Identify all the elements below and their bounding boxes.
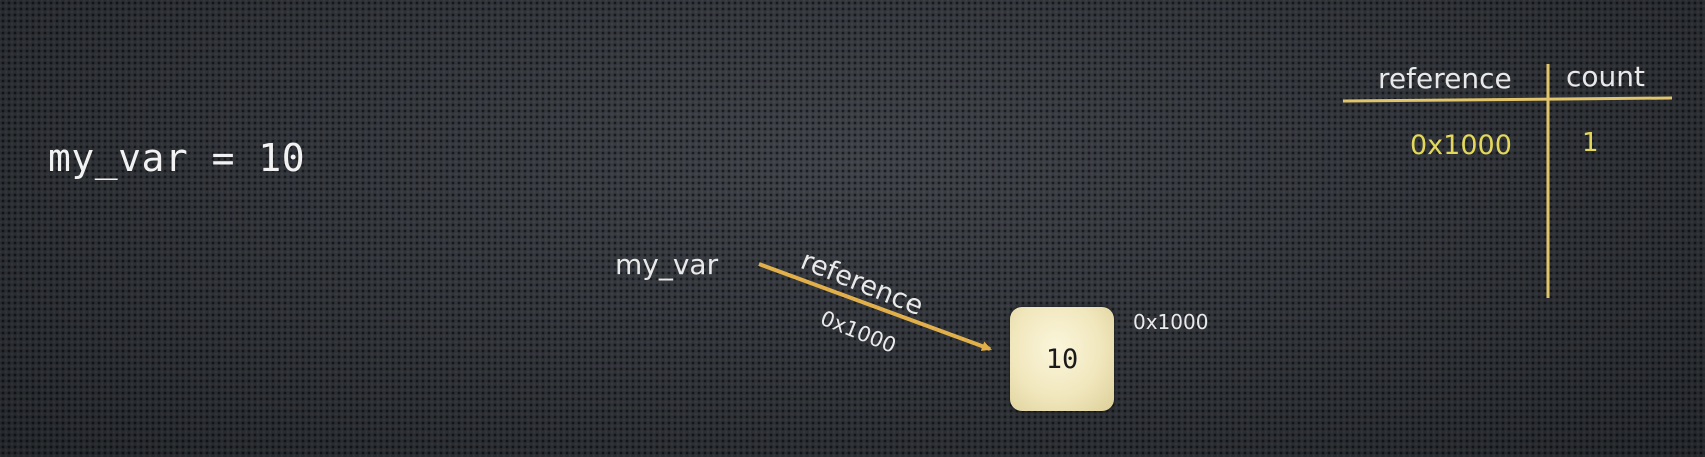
table-cell-count: 1 bbox=[1582, 128, 1599, 158]
memory-object-value: 10 bbox=[1045, 343, 1079, 375]
variable-name: my_var bbox=[615, 248, 719, 281]
table-header-divider bbox=[1342, 96, 1673, 103]
table-header-reference: reference bbox=[1378, 62, 1512, 95]
memory-object-address: 0x1000 bbox=[1133, 310, 1209, 334]
table-header-count: count bbox=[1566, 60, 1645, 93]
reference-arrow bbox=[758, 262, 992, 351]
code-statement: my_var = 10 bbox=[48, 136, 306, 180]
memory-object-box: 10 bbox=[1010, 307, 1114, 411]
table-cell-reference: 0x1000 bbox=[1410, 130, 1512, 161]
